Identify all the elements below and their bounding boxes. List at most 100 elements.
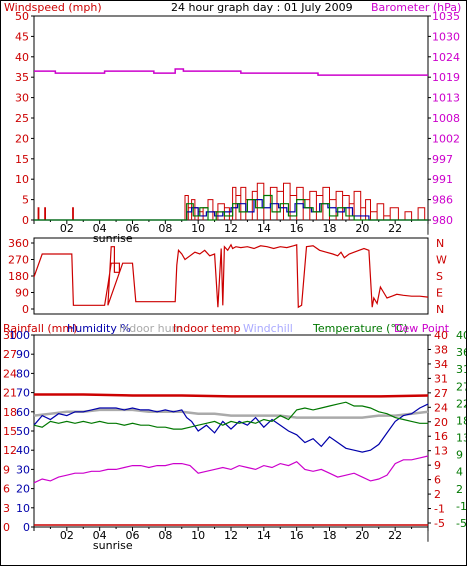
baro-y-tick-label: 1019	[432, 71, 460, 84]
temp-x-tick-label: 08	[158, 529, 172, 542]
wind-y-tick-label: 20	[15, 132, 29, 145]
wind-x-tick-label: 04	[93, 222, 107, 235]
wind-series-gust	[34, 182, 426, 221]
temp-y-tick-label: 27	[434, 387, 448, 400]
legend-windchill: Windchill	[243, 322, 293, 335]
temp-x-tick-label: 12	[224, 529, 238, 542]
wind-y-tick-label: 30	[15, 92, 29, 105]
legend-humidity: Humidity %	[67, 322, 131, 335]
baro-y-tick-label: 1002	[432, 132, 460, 145]
wind-x-tick-label: 22	[388, 222, 402, 235]
rain-y-tick-label: 27	[3, 348, 17, 361]
rain-y-tick-label: 21	[3, 387, 17, 400]
legend-indoor-hum: Indoor hum	[119, 322, 182, 335]
dir-y-tick-label: 90	[15, 287, 29, 300]
rain-y-tick-label: 30	[3, 329, 17, 342]
temp-x-end-tick: |	[426, 529, 430, 542]
baro-y-tick-label: 1013	[432, 92, 460, 105]
wind-x-end-tick: |	[426, 222, 430, 235]
wind-y-tick-label: 40	[15, 51, 29, 64]
chart-title: 24 hour graph day : 01 July 2009	[171, 1, 353, 14]
wind-x-tick-label: 16	[290, 222, 304, 235]
windspeed-axis-label: Windspeed (mph)	[4, 1, 102, 14]
hum-y-tick-label: 100	[9, 329, 30, 342]
temp-x-tick-label: 10	[191, 529, 205, 542]
temp-y-tick-label: 2	[434, 488, 441, 501]
temp-x-tick-label: 22	[388, 529, 402, 542]
barometer-axis-label: Barometer (hPa)	[371, 1, 461, 14]
dew-y-tick-label: -1	[456, 500, 466, 513]
dir-y-tick-label: 270	[8, 254, 29, 267]
temp-x-tick-label: 06	[126, 529, 140, 542]
temp-y-tick-label: 40	[434, 329, 448, 342]
dir-y-tick-label: 360	[8, 237, 29, 250]
wind-y-tick-label: 5	[22, 194, 29, 207]
temperature-panel-border	[33, 334, 429, 528]
hum-y-tick-label: 60	[16, 406, 30, 419]
temp-series-temperature	[33, 401, 428, 430]
temp-series-indoor-temp	[34, 393, 429, 398]
temp-x-tick-label: 18	[323, 529, 337, 542]
hum-y-tick-label: 80	[16, 367, 30, 380]
dew-y-tick-label: 31	[456, 363, 466, 376]
legend-rainfall: Rainfall (mm)	[3, 322, 77, 335]
baro-y-tick-label: 1024	[432, 51, 460, 64]
dew-y-tick-label: 27	[456, 380, 466, 393]
temp-x-sunrise-label: sunrise	[93, 539, 133, 552]
dir-compass-label: W	[436, 254, 447, 267]
wind-y-tick-label: 10	[15, 173, 29, 186]
wind-y-tick-label: 35	[15, 71, 29, 84]
baro-y-tick-label: 1035	[432, 10, 460, 23]
temp-y-tick-label: 9	[434, 459, 441, 472]
wind-y-tick-label: 25	[15, 112, 29, 125]
hum-y-tick-label: 10	[16, 502, 30, 515]
temp-y-tick-label: 24	[434, 401, 448, 414]
temp-y-tick-label: 6	[434, 474, 441, 487]
hum-y-tick-label: 50	[16, 425, 30, 438]
wind-x-sunrise-label: sunrise	[93, 232, 133, 245]
dir-compass-label: N	[436, 237, 444, 250]
temp-x-tick-label: 04	[93, 529, 107, 542]
wind-x-tick-label: 06	[126, 222, 140, 235]
baro-y-tick-label: 986	[432, 194, 453, 207]
dew-y-tick-label: 4	[456, 466, 463, 479]
dew-y-tick-label: 2	[456, 483, 463, 496]
dew-y-tick-label: 13	[456, 432, 466, 445]
wind-x-tick-label: 12	[224, 222, 238, 235]
wind-y-tick-label: 45	[15, 30, 29, 43]
dir-y-tick-label: 0	[22, 303, 29, 316]
temp-x-tick-label: 16	[290, 529, 304, 542]
wind-x-tick-label: 18	[323, 222, 337, 235]
dew-y-tick-label: 9	[456, 449, 463, 462]
rain-y-tick-label: 15	[3, 425, 17, 438]
temp-y-tick-label: -1	[434, 503, 445, 516]
dir-compass-label: N	[436, 303, 444, 316]
wind-x-tick-label: 14	[257, 222, 271, 235]
dew-y-tick-label: -5	[456, 517, 466, 530]
rain-y-tick-label: 0	[3, 521, 10, 534]
hum-y-tick-label: 30	[16, 463, 30, 476]
wind-x-tick-label: 10	[191, 222, 205, 235]
direction-panel-border	[33, 237, 429, 315]
wind-series-average	[34, 199, 428, 221]
hum-y-tick-label: 20	[16, 483, 30, 496]
dir-series-line	[33, 243, 429, 309]
wind-series-barometer	[34, 68, 428, 76]
baro-y-tick-label: 980	[432, 214, 453, 227]
wind-series-speed	[34, 194, 428, 221]
wind-x-tick-label: 02	[60, 222, 74, 235]
hum-y-tick-label: 90	[16, 348, 30, 361]
dir-y-tick-label: 180	[8, 270, 29, 283]
temp-x-tick-label: 14	[257, 529, 271, 542]
dew-y-tick-label: 18	[456, 414, 466, 427]
dir-compass-label: S	[436, 270, 443, 283]
temp-series-indoor-hum	[33, 408, 429, 419]
legend-indoor-temp: Indoor temp	[173, 322, 240, 335]
legend-dew-point: Dew Point	[394, 322, 450, 335]
temp-x-tick-label: 20	[355, 529, 369, 542]
temp-y-tick-label: 38	[434, 343, 448, 356]
wind-y-tick-label: 50	[15, 10, 29, 23]
temp-series-humidity	[33, 403, 429, 453]
